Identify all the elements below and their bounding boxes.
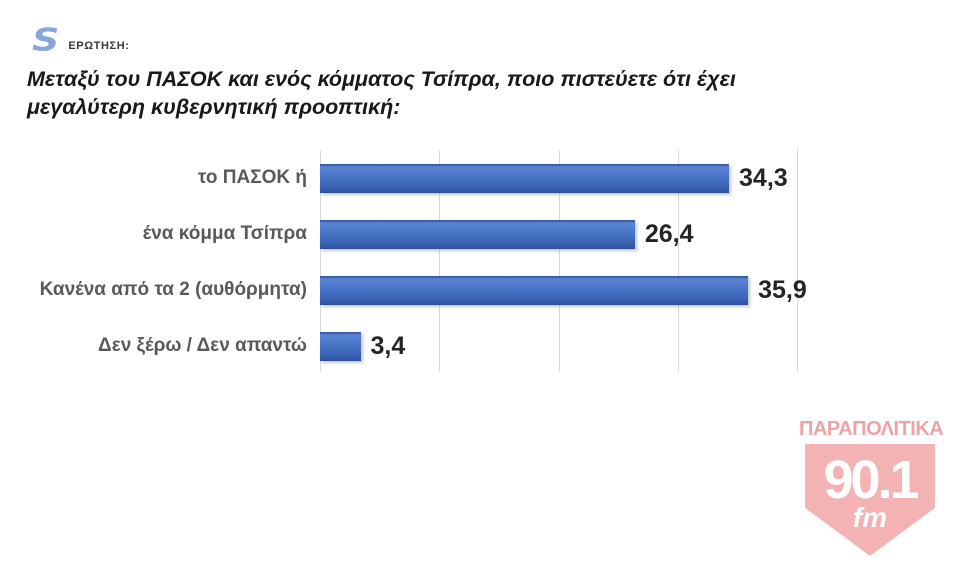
station-band: fm: [852, 502, 888, 533]
gridline: [439, 150, 441, 372]
chart-row: Δεν ξέρω / Δεν απαντώ 3,4: [0, 318, 960, 374]
bar: [320, 275, 749, 305]
gridline: [677, 150, 679, 372]
bar-value-label: 3,4: [370, 331, 406, 360]
question-label: ΕΡΩΤΗΣΗ:: [68, 39, 130, 52]
question-header: S ΕΡΩΤΗΣΗ:: [32, 22, 130, 59]
question-text: Μεταξύ του ΠΑΣΟΚ και ενός κόμματος Τσίπρ…: [27, 67, 736, 119]
chart-row: Κανένα από τα 2 (αυθόρμητα) 35,9: [0, 262, 960, 318]
gridline: [558, 150, 560, 372]
category-label: Κανένα από τα 2 (αυθόρμητα): [39, 279, 307, 300]
bar-value-label: 34,3: [739, 163, 788, 192]
bar-chart: το ΠΑΣΟΚ ή 34,3 ένα κόμμα Τσίπρα 26,4 Κα…: [0, 150, 960, 376]
station-shield-badge: 90.1 fm: [805, 444, 935, 556]
bar: [320, 331, 361, 361]
gridline: [320, 150, 321, 372]
bar-scale: 35,9: [320, 275, 807, 305]
gridline: [797, 150, 798, 372]
bar-value-label: 26,4: [644, 219, 694, 248]
category-label: ένα κόμμα Τσίπρα: [142, 223, 307, 244]
chart-row: το ΠΑΣΟΚ ή 34,3: [0, 150, 960, 206]
bar-scale: 26,4: [320, 219, 797, 249]
bar: [320, 219, 635, 249]
category-label: το ΠΑΣΟΚ ή: [197, 167, 307, 188]
chart-rows: το ΠΑΣΟΚ ή 34,3 ένα κόμμα Τσίπρα 26,4 Κα…: [0, 150, 960, 374]
bar-track: 34,3: [320, 150, 930, 206]
station-frequency: 90.1: [823, 450, 919, 510]
bar-track: 35,9: [320, 262, 930, 318]
station-watermark-logo: ΠΑΡΑΠΟΛΙΤΙΚΑ 90.1 fm: [799, 418, 944, 556]
bar: [320, 163, 730, 193]
bar-track: 26,4: [320, 206, 930, 262]
bar-value-label: 35,9: [758, 275, 807, 304]
bar-scale: 3,4: [320, 331, 797, 361]
bar-scale: 34,3: [320, 163, 797, 193]
station-name: ΠΑΡΑΠΟΛΙΤΙΚΑ: [799, 418, 944, 440]
chart-row: ένα κόμμα Τσίπρα 26,4: [0, 206, 960, 262]
category-label: Δεν ξέρω / Δεν απαντώ: [98, 335, 307, 356]
plot-gridlines: [320, 150, 798, 372]
bar-track: 3,4: [320, 318, 930, 374]
skai-s-logo-icon: S: [32, 22, 60, 59]
